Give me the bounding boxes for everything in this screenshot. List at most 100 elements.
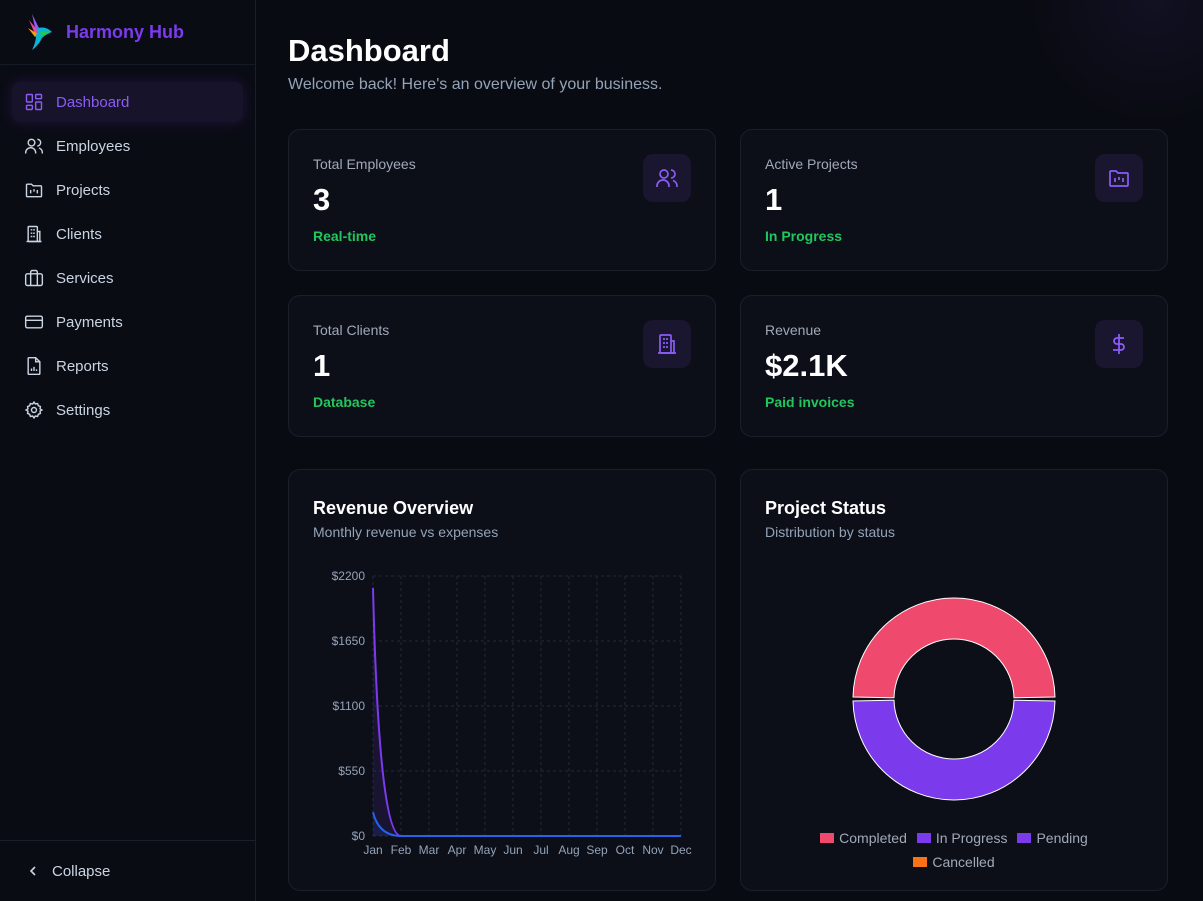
folder-icon bbox=[1109, 170, 1129, 187]
revenue-overview-panel: Revenue Overview Monthly revenue vs expe… bbox=[288, 469, 716, 891]
series-line-1[interactable] bbox=[372, 812, 681, 837]
project-status-panel: Project Status Distribution by status Co… bbox=[740, 469, 1168, 891]
project-status-donut-chart bbox=[852, 597, 1056, 801]
x-tick-label: Jul bbox=[533, 843, 548, 857]
series-line-0[interactable] bbox=[372, 587, 681, 837]
x-tick-label: Nov bbox=[642, 843, 663, 857]
x-tick-label: Dec bbox=[670, 843, 691, 857]
x-tick-label: Jan bbox=[363, 843, 382, 857]
donut-slice-completed[interactable] bbox=[852, 597, 1056, 699]
panel-subtitle: Monthly revenue vs expenses bbox=[313, 524, 499, 540]
stat-card-projects[interactable]: Active Projects 1 In Progress bbox=[740, 129, 1168, 271]
legend-swatch bbox=[916, 833, 931, 843]
page-title: Dashboard bbox=[288, 33, 450, 68]
sidebar: Harmony Hub Dashboard Employees Projects bbox=[0, 0, 256, 901]
sidebar-item-label: Dashboard bbox=[56, 93, 130, 111]
folder-icon bbox=[25, 183, 43, 198]
x-tick-label: Jun bbox=[503, 843, 522, 857]
sidebar-item-payments[interactable]: Payments bbox=[12, 302, 243, 342]
x-tick-label: Feb bbox=[391, 843, 412, 857]
revenue-line-chart: $0 $550 $1100 $1650 $2200 Jan Feb Mar Apr May Jun J… bbox=[332, 569, 692, 857]
stat-value: $2.1K bbox=[765, 348, 848, 383]
sidebar-item-label: Payments bbox=[56, 313, 123, 331]
legend-swatch bbox=[1017, 833, 1032, 843]
legend-item-completed[interactable]: Completed bbox=[820, 830, 907, 846]
panel-title: Project Status bbox=[765, 498, 887, 518]
donut-slice-in-progress[interactable] bbox=[852, 699, 1056, 801]
sidebar-item-label: Employees bbox=[56, 137, 131, 155]
stat-note: Database bbox=[313, 394, 376, 410]
y-tick-label: $550 bbox=[338, 764, 365, 778]
stat-icon-box bbox=[643, 154, 691, 202]
stat-card-clients[interactable]: Total Clients 1 Database bbox=[288, 295, 716, 437]
y-tick-label: $1100 bbox=[333, 699, 366, 713]
hummingbird-logo-icon bbox=[28, 14, 52, 50]
users-icon bbox=[24, 138, 44, 154]
sidebar-item-label: Clients bbox=[56, 225, 102, 243]
sidebar-item-label: Services bbox=[56, 269, 114, 287]
collapse-label: Collapse bbox=[52, 862, 111, 880]
sidebar-item-label: Settings bbox=[56, 401, 111, 419]
legend-item-in-progress[interactable]: In Progress bbox=[916, 830, 1007, 846]
building-icon bbox=[658, 334, 676, 354]
stat-label: Revenue bbox=[765, 322, 822, 338]
stat-note: In Progress bbox=[765, 228, 843, 244]
gear-icon bbox=[24, 400, 44, 420]
x-tick-label: Apr bbox=[448, 843, 467, 857]
legend-label: Pending bbox=[1036, 830, 1088, 846]
stat-icon-box bbox=[643, 320, 691, 368]
sidebar-item-dashboard[interactable]: Dashboard bbox=[12, 82, 243, 122]
panel-title: Revenue Overview bbox=[313, 498, 474, 518]
sidebar-item-label: Reports bbox=[56, 357, 109, 375]
sidebar-item-projects[interactable]: Projects bbox=[12, 170, 243, 210]
legend-swatch bbox=[820, 833, 835, 843]
dollar-icon bbox=[1113, 334, 1125, 354]
stat-card-revenue[interactable]: Revenue $2.1K Paid invoices bbox=[740, 295, 1168, 437]
main-content: Dashboard Welcome back! Here's an overvi… bbox=[257, 0, 1203, 901]
brand[interactable]: Harmony Hub bbox=[0, 0, 255, 65]
sidebar-item-services[interactable]: Services bbox=[12, 258, 243, 298]
users-icon bbox=[656, 169, 678, 187]
chevron-left-icon bbox=[29, 866, 36, 876]
stat-label: Total Clients bbox=[313, 322, 390, 338]
series-area-1 bbox=[373, 812, 681, 836]
brand-name: Harmony Hub bbox=[66, 21, 185, 42]
sidebar-item-employees[interactable]: Employees bbox=[12, 126, 243, 166]
y-tick-label: $1650 bbox=[332, 634, 366, 648]
sidebar-item-label: Projects bbox=[56, 181, 111, 199]
report-icon bbox=[27, 356, 41, 376]
dashboard-icon bbox=[25, 93, 43, 111]
stat-label: Active Projects bbox=[765, 156, 858, 172]
stat-label: Total Employees bbox=[313, 156, 416, 172]
y-tick-label: $0 bbox=[352, 829, 366, 843]
background-glow bbox=[1023, 0, 1203, 120]
x-tick-label: Sep bbox=[586, 843, 608, 857]
panel-subtitle: Distribution by status bbox=[765, 524, 895, 540]
legend-item-cancelled[interactable]: Cancelled bbox=[913, 854, 995, 870]
sidebar-item-settings[interactable]: Settings bbox=[12, 390, 243, 430]
stat-note: Paid invoices bbox=[765, 394, 855, 410]
series-area-0 bbox=[373, 587, 681, 836]
building-icon bbox=[26, 225, 42, 243]
stat-icon-box bbox=[1095, 154, 1143, 202]
x-tick-label: Mar bbox=[419, 843, 440, 857]
collapse-button[interactable]: Collapse bbox=[0, 840, 255, 901]
sidebar-nav: Dashboard Employees Projects Clients Ser… bbox=[0, 65, 255, 430]
legend-swatch bbox=[913, 857, 928, 867]
sidebar-item-clients[interactable]: Clients bbox=[12, 214, 243, 254]
briefcase-icon bbox=[24, 269, 44, 287]
stat-note: Real-time bbox=[313, 228, 377, 244]
legend-row-1: Completed In Progress Pending bbox=[741, 830, 1167, 846]
legend-row-2: Cancelled bbox=[741, 854, 1167, 870]
x-tick-label: May bbox=[474, 843, 497, 857]
page-subtitle: Welcome back! Here's an overview of your… bbox=[288, 76, 663, 93]
x-tick-label: Aug bbox=[558, 843, 579, 857]
stat-card-employees[interactable]: Total Employees 3 Real-time bbox=[288, 129, 716, 271]
stat-icon-box bbox=[1095, 320, 1143, 368]
sidebar-item-reports[interactable]: Reports bbox=[12, 346, 243, 386]
legend-item-pending[interactable]: Pending bbox=[1017, 830, 1088, 846]
stat-value: 1 bbox=[765, 182, 783, 217]
y-tick-label: $2200 bbox=[332, 569, 366, 583]
credit-card-icon bbox=[24, 315, 44, 329]
legend-label: Completed bbox=[839, 830, 907, 846]
